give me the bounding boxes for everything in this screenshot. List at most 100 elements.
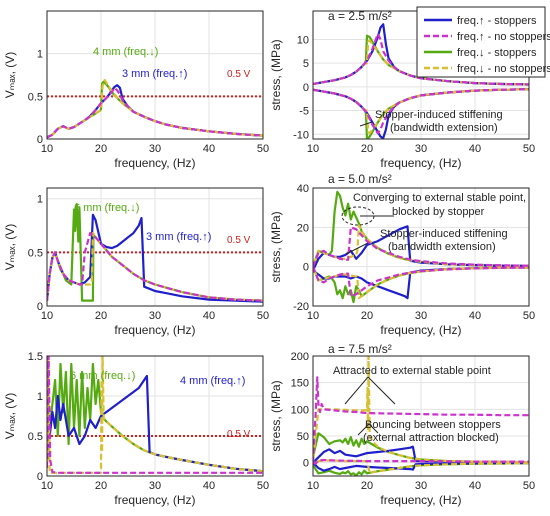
legend-box: [416, 6, 546, 78]
panel-r2-voltage-xtick-0: 10: [41, 310, 53, 322]
panel-r1-voltage-xtick-3: 40: [203, 143, 215, 155]
panel-r2-stress-series-up_nostop-2: [313, 226, 529, 268]
panel-r1-voltage-series-up_nostop-1: [47, 86, 263, 139]
panel-r3-voltage: 10 20 30 40 50 0 0.5 1 1.5 frequency, (Hz) Vₘₐₓ, (…: [3, 351, 269, 507]
panel-r2-voltage-ytick-0: 0: [37, 301, 43, 313]
panel-r3-stress-ytick-1: 50: [297, 431, 309, 443]
panel-r3-stress-xtick-4: 50: [523, 480, 535, 492]
anno-r3-left-blue: 4 mm (freq.↑): [180, 375, 245, 387]
panel-r1-stress-xtick-2: 30: [415, 143, 427, 155]
panel-r3-stress-ytick-2: 100: [291, 404, 309, 416]
anno-r3-right-2: Bouncing between stoppers: [365, 419, 501, 431]
panel-r3-stress-series-down_nostop-6: [313, 356, 529, 464]
anno-r2-left-green: 6 mm (freq.↓): [74, 202, 139, 214]
anno-r3-left-green: 6 mm (freq.↓): [70, 370, 135, 382]
panel-r2-stress-ytick-1: 0: [303, 262, 309, 274]
panel-r2-stress-ytick-2: 20: [297, 222, 309, 234]
anno-r1-right-1: Stopper-induced stiffening: [375, 109, 503, 121]
panel-r3-voltage-series-down_nostop-3: [47, 356, 263, 474]
panel-r3-voltage-ytick-2: 1: [37, 391, 43, 403]
anno-r1-left-green: 4 mm (freq.↓): [93, 46, 158, 58]
panel-r2-stress-ytick-3: 40: [297, 183, 309, 195]
panel-r2-stress-xtick-2: 30: [415, 310, 427, 322]
panel-r3-stress-series-down_nostop-7: [313, 459, 529, 475]
panel-r2-stress-xtick-4: 50: [523, 310, 535, 322]
panel-r1-stress-xtick-4: 50: [523, 143, 535, 155]
panel-r2-voltage-ylabel: Vₘₐₓ, (V): [3, 224, 17, 271]
anno-r2-right-4: (bandwidth extension): [388, 241, 496, 253]
panel-r1-stress-xlabel: frequency, (Hz): [380, 156, 461, 170]
panel-r1-stress-ytick-1: -5: [299, 106, 309, 118]
panel-r1-stress-xtick-1: 20: [361, 143, 373, 155]
legend-label-2: freq.↓ - stoppers: [457, 47, 537, 59]
panel-r2-voltage-xtick-1: 20: [95, 310, 107, 322]
panel-r1-voltage-ylabel: Vₘₐₓ, (V): [3, 52, 17, 99]
anno-r2-right-1: Converging to external stable point,: [353, 192, 526, 204]
panel-r3-voltage-xtick-4: 50: [257, 480, 269, 492]
panel-r3-stress-ytick-4: 200: [291, 351, 309, 363]
panel-r2-stress-series-up_nostop-3: [313, 266, 529, 298]
panel-r2-stress-series-layer: [313, 190, 529, 304]
panel-r3-stress-ylabel: stress, (MPa): [269, 380, 283, 451]
panel-r3-voltage-series-up_stop-0: [47, 374, 263, 473]
panel-r2-voltage-xtick-4: 50: [257, 310, 269, 322]
panel-r1-voltage-ytick-0: 0: [37, 134, 43, 146]
panel-r1-stress-xtick-3: 40: [469, 143, 481, 155]
anno-r1-left-blue: 3 mm (freq.↑): [122, 68, 187, 80]
panel-r1-stress-ytick-3: 5: [303, 58, 309, 70]
panel-r1-voltage-series-down_nostop-3: [47, 78, 263, 139]
panel-r3-stress-axes-box: [312, 355, 530, 477]
panel-r3-voltage-xlabel: frequency, (Hz): [114, 493, 195, 507]
panel-r1-stress-series-up_nostop-2: [313, 32, 529, 86]
panel-r3-stress: 10 20 30 40 50 0 50 100 150 200 frequency, (Hz) str…: [269, 351, 535, 507]
panel-r1-voltage-ytick-1: 0.5: [28, 91, 43, 103]
panel-r1-voltage: 10 20 30 40 50 0 0.5 1 frequency, (Hz) Vₘₐₓ, (V): [3, 10, 269, 170]
panel-r2-voltage-axes-box: [46, 187, 264, 307]
panel-r2-voltage-series-up_nostop-1: [47, 232, 263, 302]
panel-r1-voltage-series-layer: [47, 78, 263, 139]
panel-r1-stress-series-layer: [313, 23, 529, 139]
panel-r3-voltage-ytick-3: 1.5: [28, 351, 43, 363]
panel-r3-stress-xtick-1: 20: [361, 480, 373, 492]
panel-r1-voltage-xtick-2: 30: [149, 143, 161, 155]
anno-r2-left-threshold: 0.5 V: [227, 235, 251, 246]
annotation-layer: 4 mm (freq.↓) 3 mm (freq.↑) 0.5 V Stoppe…: [70, 46, 526, 444]
panel-r3-stress-xlabel: frequency, (Hz): [380, 493, 461, 507]
panel-r1-voltage-xtick-0: 10: [41, 143, 53, 155]
accel-label-3: a = 7.5 m/s²: [328, 342, 392, 356]
anno-r2-left-blue: 3 mm (freq.↑): [146, 231, 211, 243]
anno-r3-right-1: Attracted to external stable point: [333, 365, 491, 377]
panel-r3-voltage-xtick-0: 10: [41, 480, 53, 492]
anno-r1-left-threshold: 0.5 V: [227, 69, 251, 80]
panel-r2-voltage-ytick-2: 1: [37, 194, 43, 206]
panel-r2-voltage-xtick-2: 30: [149, 310, 161, 322]
panel-r2-stress-xtick-1: 20: [361, 310, 373, 322]
panel-r2-stress-xtick-0: 10: [307, 310, 319, 322]
panel-r1-voltage-xtick-4: 50: [257, 143, 269, 155]
panel-r1-stress-series-up_nostop-3: [313, 88, 529, 135]
accel-label-2: a = 5.0 m/s²: [328, 172, 392, 186]
legend-label-1: freq.↑ - no stoppers: [457, 31, 550, 43]
panel-r3-stress-ytick-3: 150: [291, 378, 309, 390]
panel-r3-stress-xtick-3: 40: [469, 480, 481, 492]
panel-r3-voltage-xtick-3: 40: [203, 480, 215, 492]
panel-r1-stress-ytick-4: 10: [297, 34, 309, 46]
panel-r3-stress-series-up_nostop-3: [313, 458, 529, 465]
panel-r3-voltage-ylabel: Vₘₐₓ, (V): [3, 393, 17, 440]
panel-r2-voltage-series-layer: [47, 203, 263, 303]
panel-r2-stress-ytick-0: -20: [293, 301, 309, 313]
panel-r1-stress-xtick-0: 10: [307, 143, 319, 155]
panel-r2-stress-axes-box: [312, 187, 530, 307]
panel-r3-voltage-xtick-2: 30: [149, 480, 161, 492]
panel-r2-stress: 10 20 30 40 50 -20 0 20 40 frequency, (Hz) stress,…: [269, 183, 535, 337]
panel-r1-stress-ylabel: stress, (MPa): [269, 39, 283, 110]
anno-r2-right-2: blocked by stopper: [392, 206, 485, 218]
anno-r3-right-3: (external attraction blocked): [363, 432, 499, 444]
panel-r1-stress-ytick-2: 0: [303, 82, 309, 94]
panel-r3-voltage-series-layer: [47, 356, 263, 474]
anno-r2-right-3: Stopper-induced stiffening: [380, 228, 508, 240]
panel-r2-voltage-ytick-1: 0.5: [28, 247, 43, 259]
annotation-arrows: [341, 121, 396, 436]
legend-label-0: freq.↑ - stoppers: [457, 15, 537, 27]
